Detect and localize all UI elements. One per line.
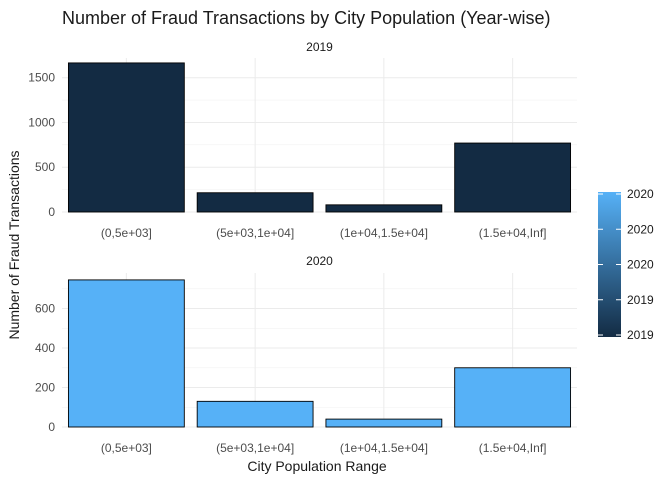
bar-2020-1 [196, 400, 314, 428]
x-tick-label: (5e+03,1e+04] [216, 441, 294, 455]
y-tick-label: 0 [48, 205, 55, 219]
facet-panel-2019: 2019 0 500 1000 1500 (0,5e+03] (5e+03,1e+04] (1… [28, 40, 577, 240]
facet-label: 2020 [306, 254, 333, 268]
facet-panel-2020: 2020 0 200 400 600 (0,5e+03] (5e+03,1e+04] (1e+… [35, 254, 577, 455]
year-legend: 2020 2020 2020 2019 2019 [598, 187, 654, 342]
y-tick-label: 0 [48, 420, 55, 434]
chart-title: Number of Fraud Transactions by City Pop… [62, 8, 551, 28]
facet-label: 2019 [306, 40, 333, 54]
x-tick-label: (0,5e+03] [101, 441, 152, 455]
x-axis-title: City Population Range [247, 458, 387, 474]
bar-2019-3 [454, 142, 572, 213]
x-tick-label: (1.5e+04,Inf] [479, 226, 547, 240]
legend-label: 2019 [627, 328, 654, 342]
y-tick-label: 1500 [28, 71, 55, 85]
legend-colorbar [598, 192, 621, 337]
bar-2020-3 [454, 367, 572, 428]
bar-2019-2 [325, 204, 443, 213]
bar-2020-0 [67, 279, 185, 428]
x-tick-label: (1e+04,1.5e+04] [340, 441, 428, 455]
y-tick-label: 400 [35, 341, 55, 355]
legend-label: 2019 [627, 293, 654, 307]
y-axis-title: Number of Fraud Transactions [6, 150, 22, 339]
y-tick-label: 500 [35, 160, 55, 174]
x-tick-label: (1e+04,1.5e+04] [340, 226, 428, 240]
y-tick-label: 600 [35, 302, 55, 316]
legend-label: 2020 [627, 222, 654, 236]
x-tick-label: (1.5e+04,Inf] [479, 441, 547, 455]
legend-label: 2020 [627, 187, 654, 201]
x-tick-label: (5e+03,1e+04] [216, 226, 294, 240]
facet-panels: 2019 0 500 1000 1500 (0,5e+03] (5e+03,1e+04] (1… [28, 40, 577, 455]
bar-2020-2 [325, 418, 443, 428]
bar-2019-0 [67, 62, 185, 213]
legend-label: 2020 [627, 258, 654, 272]
bar-2019-1 [196, 192, 314, 213]
y-tick-label: 1000 [28, 115, 55, 129]
y-tick-label: 200 [35, 381, 55, 395]
x-tick-label: (0,5e+03] [101, 226, 152, 240]
